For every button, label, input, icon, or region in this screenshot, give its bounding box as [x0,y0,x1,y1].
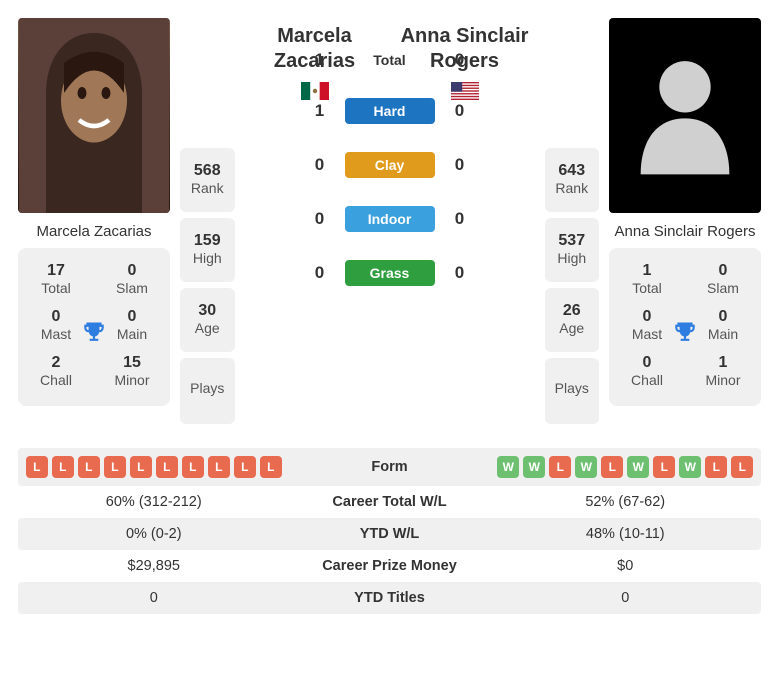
h2h-hard: 1 Hard 0 [310,98,470,124]
h2h-clay-p1: 0 [310,155,330,175]
form-p2: WWLWLWLWLL [490,456,762,478]
table-row: 0YTD Titles0 [18,582,761,614]
row-p1: 0 [18,590,290,606]
h2h-clay-p2: 0 [450,155,470,175]
p2-total: 1Total [609,256,685,302]
form-chip: L [78,456,100,478]
h2h-total-p1: 1 [310,50,330,70]
p2-chall: 0Chall [609,348,685,394]
row-label: Form [290,459,490,475]
h2h-indoor-p2: 0 [450,209,470,229]
form-chip: L [104,456,126,478]
row-label: YTD Titles [290,590,490,606]
p1-age: 30Age [180,288,235,352]
player1-rank-column: 568Rank 159High 30Age Plays [180,148,235,424]
h2h-block: 1 Total 0 1 Hard 0 0 Clay 0 0 Indoor [310,50,470,286]
comparison-header: Marcela Zacarias 17Total 0Slam 0Mast 0Ma… [18,18,761,424]
table-row: LLLLLLLLLLFormWWLWLWLWLL [18,448,761,486]
table-row: 0% (0-2)YTD W/L48% (10-11) [18,518,761,550]
p1-slam: 0Slam [94,256,170,302]
player1-name: Marcela Zacarias [18,213,170,248]
form-chip: W [679,456,701,478]
form-p1: LLLLLLLLLL [18,456,290,478]
row-p1: LLLLLLLLLL [18,456,290,478]
person-placeholder-icon [625,46,745,186]
table-row: $29,895Career Prize Money$0 [18,550,761,582]
player2-name: Anna Sinclair Rogers [609,213,761,248]
player2-rank-column: 643Rank 537High 26Age Plays [545,148,600,424]
p1-first: Marcela [277,25,352,47]
row-p1: $29,895 [18,558,290,574]
form-chip: L [234,456,256,478]
row-p1: 0% (0-2) [18,526,290,542]
p2-slam: 0Slam [685,256,761,302]
h2h-indoor-pill[interactable]: Indoor [345,206,435,232]
h2h-hard-pill[interactable]: Hard [345,98,435,124]
p1-minor: 15Minor [94,348,170,394]
h2h-grass-p1: 0 [310,263,330,283]
h2h-clay: 0 Clay 0 [310,152,470,178]
form-chip: L [731,456,753,478]
p2-rank: 643Rank [545,148,600,212]
form-chip: L [26,456,48,478]
row-label: YTD W/L [290,526,490,542]
form-chip: L [156,456,178,478]
p1-high: 159High [180,218,235,282]
h2h-total-label: Total [345,52,435,68]
form-chip: W [575,456,597,478]
table-row: 60% (312-212)Career Total W/L52% (67-62) [18,486,761,518]
form-chip: W [523,456,545,478]
form-chip: L [182,456,204,478]
h2h-total: 1 Total 0 [310,50,470,70]
form-chip: L [549,456,571,478]
h2h-hard-p1: 1 [310,101,330,121]
p1-plays: Plays [180,358,235,424]
row-p2: 52% (67-62) [490,494,762,510]
h2h-grass: 0 Grass 0 [310,260,470,286]
p2-minor: 1Minor [685,348,761,394]
comparison-table: LLLLLLLLLLFormWWLWLWLWLL60% (312-212)Car… [18,448,761,614]
p1-total: 17Total [18,256,94,302]
player1-photo [18,18,170,213]
p1-rank: 568Rank [180,148,235,212]
form-chip: L [260,456,282,478]
player1-trophies: 17Total 0Slam 0Mast 0Main 2Chall 15Minor [18,248,170,406]
row-p2: 0 [490,590,762,606]
row-p2: 48% (10-11) [490,526,762,542]
h2h-hard-p2: 0 [450,101,470,121]
form-chip: L [130,456,152,478]
form-chip: L [601,456,623,478]
trophy-icon [672,319,698,350]
player2-trophies: 1Total 0Slam 0Mast 0Main 0Chall 1Minor [609,248,761,406]
form-chip: L [52,456,74,478]
row-label: Career Total W/L [290,494,490,510]
p2-first: Anna Sinclair [401,25,529,47]
player2-column: Anna Sinclair Rogers 1Total 0Slam 0Mast … [609,18,761,406]
h2h-indoor: 0 Indoor 0 [310,206,470,232]
p2-high: 537High [545,218,600,282]
player1-column: Marcela Zacarias 17Total 0Slam 0Mast 0Ma… [18,18,170,406]
trophy-icon [81,319,107,350]
h2h-grass-p2: 0 [450,263,470,283]
center-column: MarcelaZacarias Anna SinclairRogers 1 To… [245,18,535,286]
p2-age: 26Age [545,288,600,352]
form-chip: L [705,456,727,478]
row-p1: 60% (312-212) [18,494,290,510]
form-chip: W [627,456,649,478]
row-p2: WWLWLWLWLL [490,456,762,478]
p2-plays: Plays [545,358,600,424]
h2h-grass-pill[interactable]: Grass [345,260,435,286]
form-chip: L [208,456,230,478]
form-chip: W [497,456,519,478]
h2h-clay-pill[interactable]: Clay [345,152,435,178]
p1-chall: 2Chall [18,348,94,394]
h2h-total-p2: 0 [450,50,470,70]
h2h-indoor-p1: 0 [310,209,330,229]
player2-photo [609,18,761,213]
row-p2: $0 [490,558,762,574]
row-label: Career Prize Money [290,558,490,574]
form-chip: L [653,456,675,478]
